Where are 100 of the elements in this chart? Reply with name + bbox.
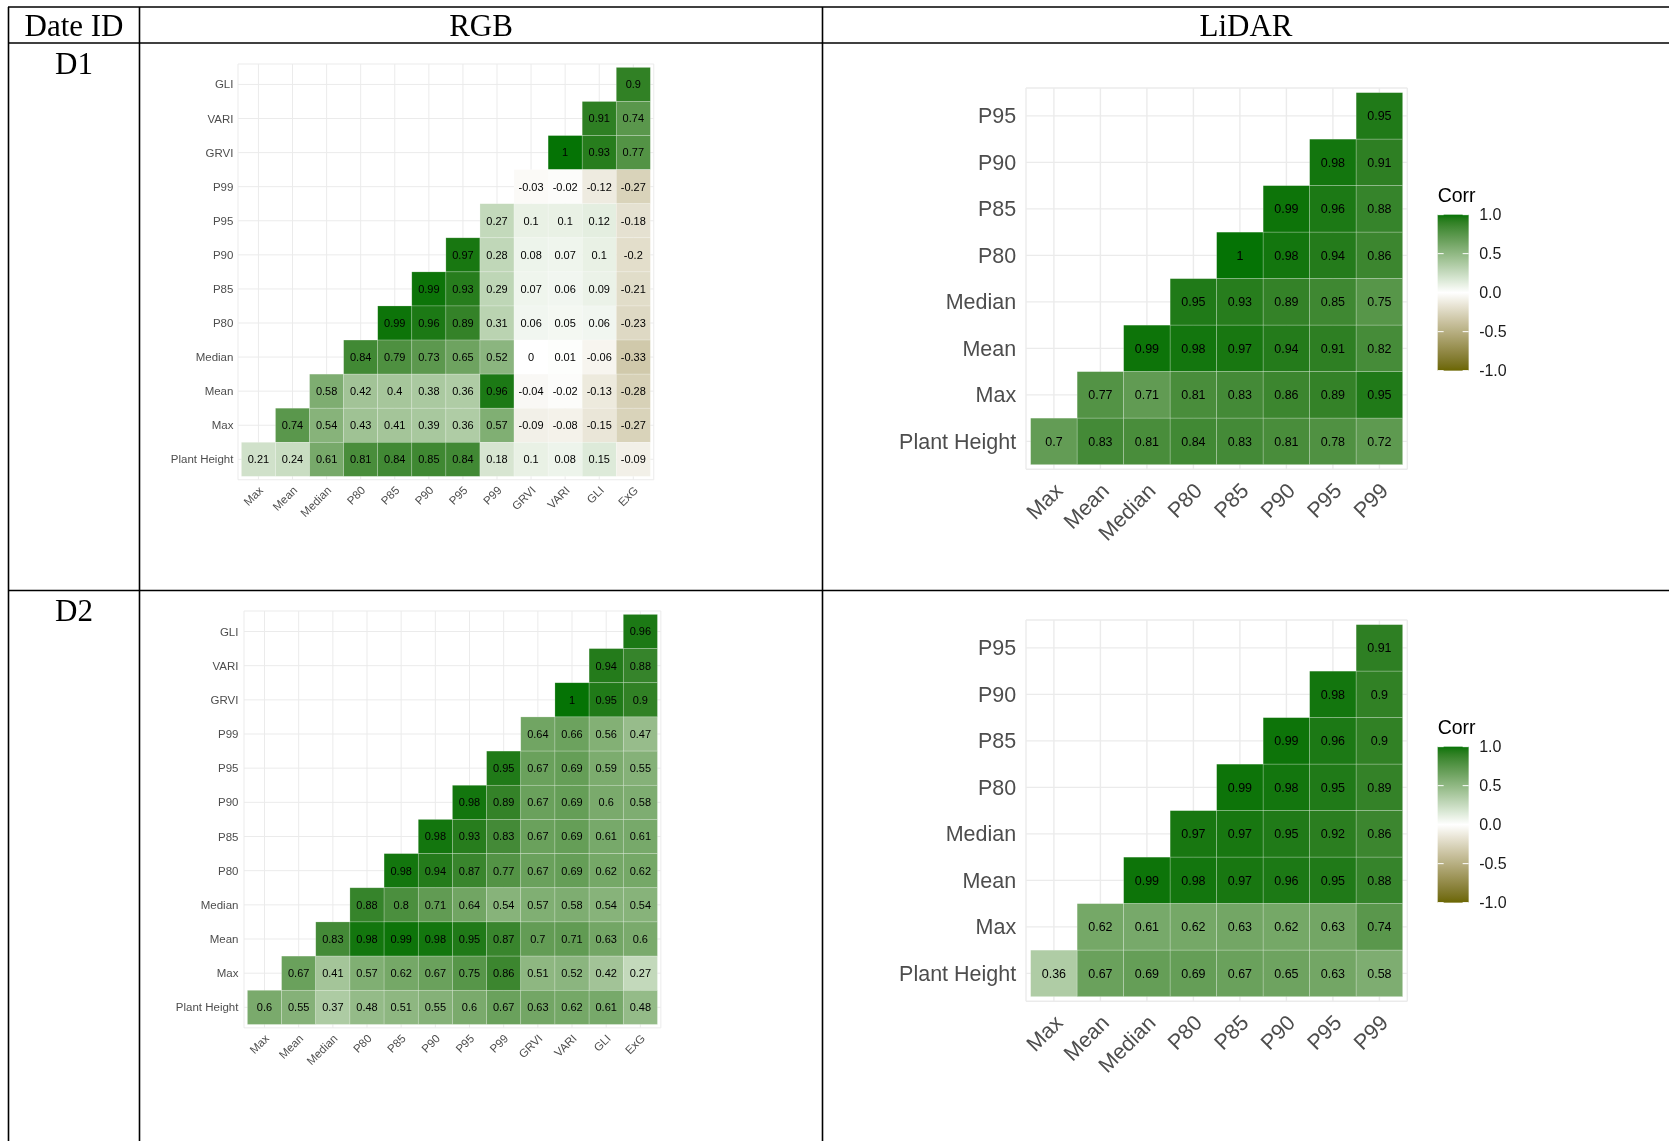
y-tick-label: Plant Height bbox=[170, 453, 234, 466]
data-label: 0.99 bbox=[1228, 781, 1253, 796]
data-label: -0.21 bbox=[620, 282, 646, 295]
data-label: 0.1 bbox=[523, 453, 539, 466]
data-label: 0.62 bbox=[1181, 920, 1206, 935]
data-label: 0.9 bbox=[625, 78, 641, 91]
y-tick-label: P85 bbox=[212, 282, 233, 295]
data-label: 0.77 bbox=[622, 146, 644, 159]
data-label: 0.88 bbox=[1367, 202, 1392, 217]
data-label: 0.99 bbox=[1274, 734, 1299, 749]
data-label: 0.51 bbox=[390, 1001, 412, 1014]
data-label: 0.85 bbox=[1321, 295, 1346, 310]
color-bar-label: 1.0 bbox=[1479, 206, 1502, 224]
data-label: 0.15 bbox=[588, 453, 610, 466]
data-label: 0.01 bbox=[554, 350, 576, 363]
x-tick-label: P90 bbox=[1256, 1011, 1301, 1056]
data-label: 0.64 bbox=[458, 898, 480, 911]
data-label: 0.67 bbox=[492, 1001, 514, 1014]
data-label: 0.27 bbox=[629, 967, 651, 980]
data-label: 1 bbox=[561, 146, 568, 159]
data-label: 0.86 bbox=[492, 967, 514, 980]
data-label: -0.13 bbox=[586, 385, 612, 397]
data-label: 0.98 bbox=[1181, 874, 1206, 889]
y-tick-label: P95 bbox=[217, 762, 238, 775]
data-label: 0.55 bbox=[424, 1001, 446, 1014]
y-tick-label: GLI bbox=[219, 625, 238, 638]
data-label: 0.29 bbox=[485, 282, 508, 295]
data-label: 0.89 bbox=[1367, 781, 1392, 796]
data-label: 0.09 bbox=[588, 282, 610, 295]
data-label: 0.84 bbox=[451, 453, 474, 466]
y-tick-label: P99 bbox=[212, 180, 233, 193]
data-label: 0.89 bbox=[492, 796, 514, 809]
data-label: 0.06 bbox=[554, 282, 576, 295]
data-label: 0.08 bbox=[519, 248, 542, 261]
y-tick-label: Max bbox=[975, 383, 1017, 408]
data-label: 0.7 bbox=[529, 932, 546, 945]
x-tick-label: P85 bbox=[384, 1032, 408, 1055]
data-label: 1 bbox=[568, 693, 575, 706]
data-label: -0.02 bbox=[552, 385, 578, 397]
data-label: 0.62 bbox=[1274, 920, 1299, 935]
data-label: 0.24 bbox=[281, 453, 303, 466]
data-label: 0.67 bbox=[526, 762, 549, 774]
y-tick-label: GRVI bbox=[210, 693, 238, 706]
data-label: 0.67 bbox=[424, 967, 446, 980]
data-label: 0.96 bbox=[1321, 202, 1346, 217]
data-label: 0.84 bbox=[1181, 435, 1206, 450]
x-tick-label: P95 bbox=[1302, 479, 1347, 524]
data-label: -0.27 bbox=[620, 180, 646, 193]
y-tick-label: Plant Height bbox=[899, 430, 1017, 455]
data-label: 0.99 bbox=[417, 282, 440, 295]
data-label: 0.95 bbox=[492, 762, 514, 774]
data-label: 0.94 bbox=[1274, 342, 1299, 357]
x-tick-label: P95 bbox=[1302, 1011, 1347, 1056]
data-label: 0.98 bbox=[390, 864, 412, 877]
data-label: 0.96 bbox=[485, 385, 508, 397]
data-label: 0.6 bbox=[256, 1001, 272, 1014]
data-label: 0.63 bbox=[1321, 967, 1346, 982]
data-label: 0.66 bbox=[560, 727, 583, 740]
y-tick-label: Median bbox=[946, 822, 1017, 847]
data-label: 0.99 bbox=[1135, 342, 1160, 357]
data-label: 0.77 bbox=[1088, 388, 1113, 403]
data-label: 0.92 bbox=[1321, 827, 1346, 842]
data-label: 0.58 bbox=[560, 898, 583, 911]
data-label: 0.06 bbox=[519, 316, 542, 329]
data-label: 0.98 bbox=[1321, 688, 1346, 703]
data-label: 0.96 bbox=[629, 625, 651, 638]
data-label: 0.69 bbox=[560, 830, 583, 843]
x-tick-label: ExG bbox=[622, 1032, 647, 1057]
data-label: 0.43 bbox=[349, 419, 371, 432]
y-tick-label: P80 bbox=[217, 864, 238, 877]
data-label: 0.97 bbox=[1228, 342, 1253, 357]
x-tick-label: P95 bbox=[452, 1032, 476, 1055]
data-label: 0.96 bbox=[417, 316, 440, 329]
data-label: 0.91 bbox=[1367, 156, 1392, 171]
data-label: 0.54 bbox=[492, 898, 514, 911]
data-label: 1 bbox=[1236, 249, 1244, 264]
data-label: -0.06 bbox=[586, 350, 612, 363]
data-label: 0.27 bbox=[485, 214, 508, 227]
data-label: -0.28 bbox=[620, 385, 646, 397]
data-label: 0.62 bbox=[595, 864, 617, 877]
x-tick-label: Max bbox=[241, 483, 266, 508]
text: D2 bbox=[55, 593, 93, 629]
data-label: 0.58 bbox=[629, 796, 651, 809]
x-tick-label: ExG bbox=[615, 483, 640, 509]
text: RGB bbox=[449, 7, 513, 43]
data-label: 0.74 bbox=[281, 419, 303, 432]
data-label: 0.95 bbox=[595, 693, 617, 706]
data-label: 0.95 bbox=[1367, 109, 1392, 124]
data-label: -0.08 bbox=[552, 419, 578, 432]
data-label: 0.98 bbox=[424, 932, 446, 945]
data-label: 0.7 bbox=[1045, 435, 1063, 450]
data-label: 0.67 bbox=[287, 967, 309, 980]
data-label: -0.12 bbox=[586, 180, 612, 193]
x-tick-label: P99 bbox=[1349, 1011, 1394, 1056]
data-label: 0.64 bbox=[526, 727, 549, 740]
y-tick-label: VARI bbox=[207, 112, 233, 125]
data-label: 0.98 bbox=[1181, 342, 1206, 357]
data-label: 0.81 bbox=[1274, 435, 1299, 450]
data-label: 0.41 bbox=[321, 967, 344, 980]
data-label: 0.98 bbox=[1274, 249, 1299, 264]
